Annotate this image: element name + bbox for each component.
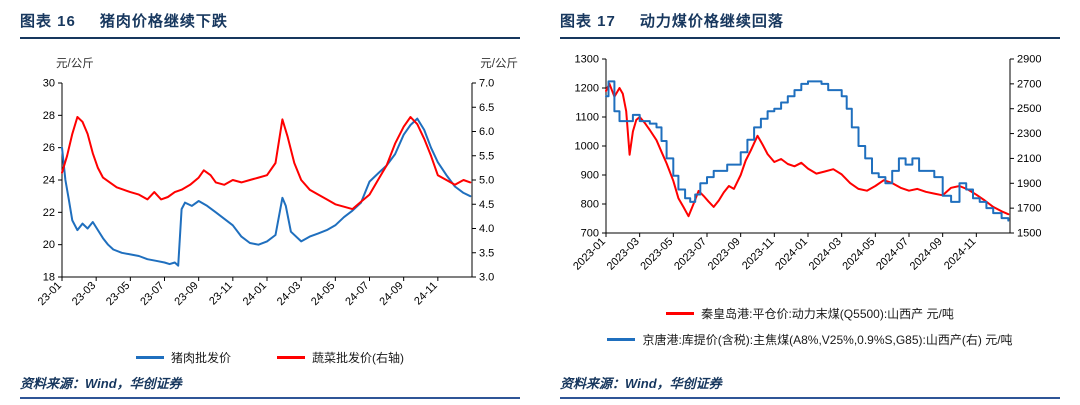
legend-label: 蔬菜批发价(右轴) — [312, 351, 404, 365]
y-right-tick-label: 5.5 — [479, 150, 494, 162]
x-tick-label: 2024-01 — [773, 236, 810, 273]
x-tick-label: 23-09 — [172, 280, 200, 308]
y-right-tick-label: 2500 — [1017, 103, 1041, 115]
legend-item-1: 京唐港:库提价(含税):主焦煤(A8%,V25%,0.9%S,G85):山西产(… — [607, 331, 1013, 348]
legend-label: 京唐港:库提价(含税):主焦煤(A8%,V25%,0.9%S,G85):山西产(… — [642, 333, 1013, 347]
y-right-tick-label: 2300 — [1017, 128, 1041, 140]
figure-16-number: 图表 16 — [20, 13, 76, 30]
x-tick-label: 24-05 — [309, 280, 337, 308]
y-right-tick-label: 3.5 — [479, 247, 494, 259]
y-right-tick-label: 7.0 — [479, 78, 494, 90]
y-left-tick-label: 24 — [43, 175, 55, 187]
figure-16-source-note: 资料来源：Wind，华创证券 — [20, 367, 520, 399]
y-right-tick-label: 2900 — [1017, 54, 1041, 66]
y-left-tick-label: 20 — [43, 239, 55, 251]
axes: 18 20 22 24 26 28 30 3.0 3.5 4.0 4.5 5.0 5.5 6.0 6.5 7.… — [36, 78, 495, 309]
x-tick-label: 24-01 — [241, 280, 269, 308]
y-left-tick-label: 28 — [43, 110, 55, 122]
legend-line-swatch — [607, 338, 636, 341]
pork-price-chart: 18 20 22 24 26 28 30 3.0 3.5 4.0 4.5 5.0 5.5 6.0 6.5 7.… — [20, 43, 520, 349]
x-tick-label: 24-11 — [412, 280, 440, 308]
y-right-tick-label: 2700 — [1017, 78, 1041, 90]
figure-17-source-note: 资料来源：Wind，华创证券 — [560, 367, 1060, 399]
y-left-axis-unit: 元/公斤 — [56, 57, 94, 70]
x-tick-label: 2024-03 — [807, 236, 844, 273]
x-tick-label: 23-01 — [36, 280, 64, 308]
x-tick-label: 2023-11 — [740, 236, 776, 272]
y-right-tick-label: 5.0 — [479, 175, 494, 187]
x-tick-label: 2023-03 — [605, 236, 642, 273]
x-tick-label: 23-05 — [104, 280, 132, 308]
y-right-tick-label: 1500 — [1017, 228, 1041, 240]
x-tick-label: 24-07 — [343, 280, 371, 308]
x-tick-label: 24-09 — [377, 280, 405, 308]
panel-pork-price: 图表 16 猪肉价格继续下跌 18 20 22 24 26 28 30 3.0 3.5 4.0 4.… — [20, 10, 520, 399]
y-left-tick-label: 1000 — [575, 141, 599, 153]
y-left-tick-label: 22 — [43, 207, 55, 219]
pork-chart-legend: 猪肉批发价 蔬菜批发价(右轴) — [20, 349, 520, 366]
y-right-tick-label: 6.0 — [479, 126, 494, 138]
y-right-tick-label: 2100 — [1017, 153, 1041, 165]
pork-price-chart-svg: 18 20 22 24 26 28 30 3.0 3.5 4.0 4.5 5.0 5.5 6.0 6.5 7.… — [36, 57, 518, 309]
series-line-0 — [61, 117, 472, 267]
legend-line-swatch — [135, 356, 164, 359]
x-tick-label: 23-11 — [207, 280, 235, 308]
y-left-tick-label: 26 — [43, 142, 55, 154]
coal-chart-legend: 秦皇岛港:平仓价:动力末煤(Q5500):山西产 元/吨京唐港:库提价(含税):… — [560, 305, 1060, 348]
y-right-tick-label: 1900 — [1017, 178, 1041, 190]
x-tick-label: 2024-09 — [908, 236, 945, 273]
x-tick-label: 2024-07 — [874, 236, 911, 273]
coal-price-chart: 700 800 900 1000 1100 1200 1300 1500 1700 1900 210… — [560, 43, 1060, 305]
legend-line-swatch — [277, 356, 305, 359]
y-right-tick-label: 4.5 — [479, 199, 494, 211]
x-tick-label: 23-03 — [70, 280, 98, 308]
figure-16-title: 图表 16 猪肉价格继续下跌 — [20, 10, 520, 39]
x-tick-label: 2023-09 — [706, 236, 743, 273]
figure-17-title: 图表 17 动力煤价格继续回落 — [560, 10, 1060, 39]
x-tick-label: 2024-05 — [840, 236, 877, 273]
y-left-tick-label: 18 — [43, 272, 55, 284]
y-right-tick-label: 3.0 — [479, 272, 494, 284]
legend-item-0: 秦皇岛港:平仓价:动力末煤(Q5500):山西产 元/吨 — [666, 305, 954, 322]
y-left-tick-label: 800 — [581, 199, 599, 211]
legend-line-swatch — [666, 312, 695, 315]
x-tick-label: 2024-11 — [942, 236, 978, 272]
series-line-0 — [605, 82, 1010, 218]
legend-label: 秦皇岛港:平仓价:动力末煤(Q5500):山西产 元/吨 — [701, 307, 954, 321]
series-line-1 — [61, 116, 472, 211]
y-right-tick-label: 4.0 — [479, 223, 494, 235]
figure-17-caption: 动力煤价格继续回落 — [639, 13, 784, 30]
legend-item-0: 猪肉批发价 — [135, 349, 231, 366]
y-left-tick-label: 700 — [581, 228, 599, 240]
x-tick-label: 24-03 — [275, 280, 303, 308]
y-right-tick-label: 6.5 — [479, 102, 494, 114]
x-tick-label: 2023-07 — [672, 236, 709, 273]
legend-item-1: 蔬菜批发价(右轴) — [277, 349, 404, 366]
legend-label: 猪肉批发价 — [170, 351, 231, 365]
panel-coal-price: 图表 17 动力煤价格继续回落 700 800 900 1000 1100 1200 130… — [540, 0, 1080, 405]
y-left-tick-label: 900 — [581, 170, 599, 182]
y-left-tick-label: 1100 — [575, 112, 599, 124]
figure-17-number: 图表 17 — [560, 13, 616, 30]
x-tick-label: 2023-01 — [571, 236, 608, 273]
y-left-tick-label: 1300 — [575, 54, 599, 66]
figure-16-caption: 猪肉价格继续下跌 — [99, 13, 228, 30]
axes: 700 800 900 1000 1100 1200 1300 1500 1700 1900 210… — [571, 54, 1041, 273]
y-left-tick-label: 1200 — [575, 83, 599, 95]
y-right-axis-unit: 元/公斤 — [480, 57, 518, 70]
y-left-tick-label: 30 — [43, 78, 55, 90]
series-line-1 — [605, 80, 1010, 222]
x-tick-label: 23-07 — [138, 280, 166, 308]
y-right-tick-label: 1700 — [1017, 203, 1041, 215]
coal-price-chart-svg: 700 800 900 1000 1100 1200 1300 1500 1700 1900 210… — [571, 54, 1041, 273]
x-tick-label: 2023-05 — [638, 236, 675, 273]
